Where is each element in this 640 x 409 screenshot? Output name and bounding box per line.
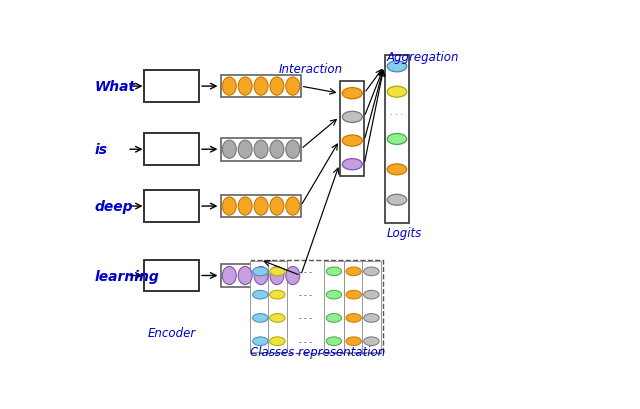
Ellipse shape (269, 290, 285, 299)
Ellipse shape (387, 164, 406, 175)
Ellipse shape (222, 78, 236, 96)
Text: Encoder: Encoder (148, 326, 196, 339)
Bar (221, 139, 301, 161)
Bar (221, 76, 301, 98)
Ellipse shape (270, 141, 284, 159)
Ellipse shape (342, 88, 362, 99)
Ellipse shape (254, 267, 268, 285)
Ellipse shape (364, 314, 379, 322)
Text: deep: deep (95, 200, 133, 213)
Ellipse shape (254, 78, 268, 96)
Ellipse shape (326, 337, 342, 346)
Ellipse shape (254, 198, 268, 216)
Ellipse shape (222, 198, 236, 216)
Bar (221, 265, 301, 287)
Ellipse shape (286, 267, 300, 285)
Ellipse shape (364, 267, 379, 276)
Text: - - -: - - - (299, 337, 312, 346)
Text: - - -: - - - (299, 314, 312, 323)
Ellipse shape (326, 267, 342, 276)
Text: Classes representation: Classes representation (250, 345, 386, 358)
Ellipse shape (346, 290, 362, 299)
Ellipse shape (253, 314, 268, 322)
Ellipse shape (387, 62, 406, 73)
Bar (362, 261, 381, 352)
Ellipse shape (254, 141, 268, 159)
Ellipse shape (238, 78, 252, 96)
Bar (324, 261, 344, 352)
Ellipse shape (253, 290, 268, 299)
Ellipse shape (253, 337, 268, 346)
Ellipse shape (269, 267, 285, 276)
Ellipse shape (270, 267, 284, 285)
Ellipse shape (387, 195, 406, 206)
Ellipse shape (286, 141, 300, 159)
Bar (145, 71, 199, 103)
Ellipse shape (342, 136, 362, 147)
Ellipse shape (269, 337, 285, 346)
Text: is: is (95, 143, 108, 157)
Ellipse shape (342, 159, 362, 171)
Bar (340, 82, 364, 177)
Ellipse shape (222, 267, 236, 285)
Text: What: What (95, 80, 136, 94)
Ellipse shape (387, 134, 406, 145)
Ellipse shape (253, 267, 268, 276)
Ellipse shape (346, 267, 362, 276)
Ellipse shape (238, 267, 252, 285)
Text: learning: learning (95, 269, 159, 283)
Ellipse shape (364, 290, 379, 299)
Bar (268, 261, 287, 352)
Ellipse shape (238, 198, 252, 216)
Ellipse shape (346, 337, 362, 346)
Ellipse shape (270, 198, 284, 216)
Bar (145, 134, 199, 166)
Bar (250, 261, 270, 352)
Bar (385, 55, 409, 224)
Bar (344, 261, 364, 352)
Ellipse shape (342, 112, 362, 123)
Bar (145, 260, 199, 292)
Bar (145, 191, 199, 222)
Text: Logits: Logits (387, 227, 422, 240)
Text: Aggregation: Aggregation (387, 51, 459, 64)
Text: - - -: - - - (299, 290, 312, 299)
Ellipse shape (270, 78, 284, 96)
Text: - - -: - - - (299, 267, 312, 276)
Ellipse shape (346, 314, 362, 322)
Ellipse shape (238, 141, 252, 159)
Text: · · ·: · · · (390, 111, 403, 120)
Bar (251, 260, 383, 353)
Text: Interaction: Interaction (278, 63, 342, 76)
Ellipse shape (222, 141, 236, 159)
Ellipse shape (269, 314, 285, 322)
Bar (221, 195, 301, 218)
Ellipse shape (326, 290, 342, 299)
Ellipse shape (387, 87, 406, 98)
Ellipse shape (286, 198, 300, 216)
Ellipse shape (364, 337, 379, 346)
Ellipse shape (326, 314, 342, 322)
Ellipse shape (286, 78, 300, 96)
